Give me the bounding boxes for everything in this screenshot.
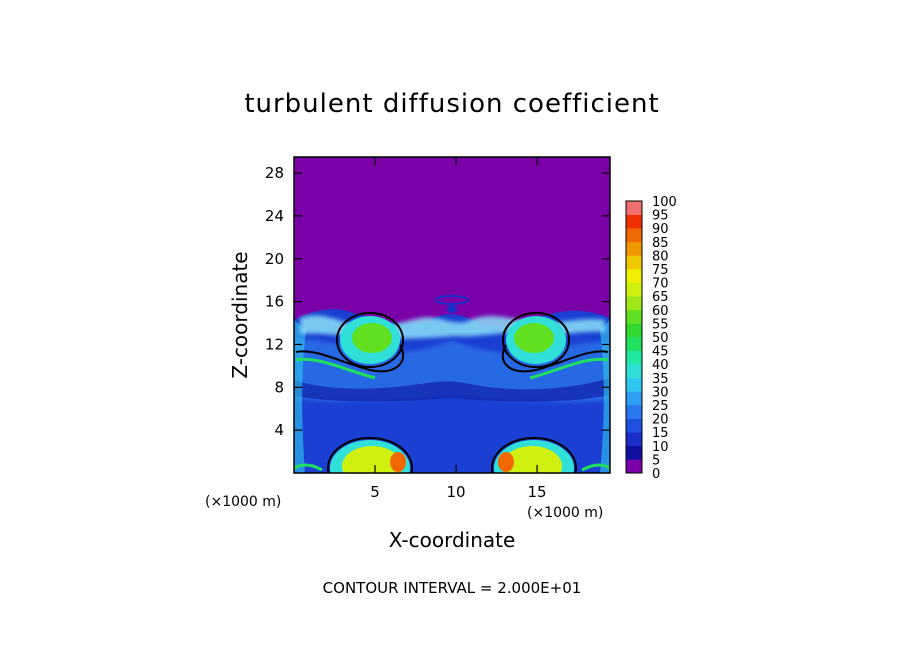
colorbar-swatch: [626, 255, 642, 270]
colorbar-frame: [625, 200, 643, 474]
colorbar-swatch: [626, 201, 642, 215]
lower-vortex-right-hot: [498, 452, 514, 472]
colorbar-swatch: [626, 323, 642, 338]
colorbar: 0510152025303540455055606570758085909510…: [625, 195, 677, 482]
colorbar-label: 50: [652, 331, 669, 346]
colorbar-swatch: [626, 241, 642, 256]
lower-vortex-left-contour: [327, 437, 413, 473]
y-tick-label: 16: [265, 293, 284, 311]
contour-left-arm: [295, 344, 405, 373]
colorbar-label: 100: [652, 195, 677, 210]
colorbar-swatch: [626, 445, 642, 460]
x-tick-label: 10: [447, 483, 466, 501]
vortex-left-contour: [336, 312, 404, 368]
colorbar-swatch: [626, 459, 642, 474]
y-tick-label: 12: [265, 335, 284, 353]
colorbar-label: 60: [652, 304, 669, 319]
colorbar-label: 65: [652, 290, 669, 305]
colorbar-label: 90: [652, 222, 669, 237]
colorbar-swatch: [626, 391, 642, 406]
y-axis-label: Z-coordinate: [228, 251, 252, 378]
x-axis: 5 10 15: [370, 157, 547, 501]
colorbar-swatch: [626, 432, 642, 447]
center-blip: [435, 295, 469, 305]
green-arm-left: [295, 357, 376, 380]
colorbar-label: 75: [652, 263, 669, 278]
colorbar-swatch: [626, 350, 642, 365]
plot-area: [294, 157, 610, 473]
y-axis: 4 8 12 16 20 24 28: [265, 164, 610, 439]
chart-title: turbulent diffusion coefficient: [244, 89, 659, 119]
lower-vortex-right-contour: [491, 437, 577, 473]
colorbar-label: 85: [652, 236, 669, 251]
colorbar-label: 15: [652, 426, 669, 441]
vortex-left-core: [352, 323, 392, 353]
colorbar-label: 45: [652, 345, 669, 360]
x-axis-label: X-coordinate: [389, 528, 516, 552]
y-tick-label: 8: [274, 378, 284, 396]
colorbar-label: 35: [652, 372, 669, 387]
colorbar-label: 20: [652, 413, 669, 428]
right-edge: [600, 320, 610, 473]
x-tick-label: 5: [370, 483, 380, 501]
lower-vortex-left-hot: [390, 452, 406, 472]
dark-band: [294, 378, 610, 402]
colorbar-swatch: [626, 418, 642, 433]
colorbar-label: 0: [652, 467, 660, 482]
colorbar-label: 95: [652, 209, 669, 224]
colorbar-swatch: [626, 309, 642, 324]
colorbar-label: 5: [652, 453, 660, 468]
colorbar-label: 10: [652, 440, 669, 455]
y-tick-label: 4: [274, 421, 284, 439]
x-unit-right: (×1000 m): [527, 505, 603, 521]
lower-vortex-left-core: [342, 446, 402, 473]
vortex-right-core: [514, 323, 554, 353]
colorbar-swatch: [626, 364, 642, 379]
plot-frame: [293, 156, 611, 474]
colorbar-label: 25: [652, 399, 669, 414]
colorbar-swatch: [626, 282, 642, 297]
colorbar-swatch: [626, 405, 642, 419]
floor-left: [294, 463, 323, 472]
colorbar-label: 40: [652, 358, 669, 373]
contour-interval-note: CONTOUR INTERVAL = 2.000E+01: [323, 579, 582, 597]
green-arm-right: [529, 357, 609, 380]
y-tick-label: 24: [265, 207, 284, 225]
colorbar-swatch: [626, 228, 642, 243]
colorbar-swatch: [626, 296, 642, 311]
x-unit-left: (×1000 m): [205, 494, 281, 510]
lower-vortex-right-core: [502, 446, 562, 473]
colorbar-swatch: [626, 214, 642, 229]
colorbar-label: 70: [652, 277, 669, 292]
y-tick-label: 20: [265, 250, 284, 268]
colorbar-label: 80: [652, 249, 669, 264]
colorbar-swatch: [626, 269, 642, 283]
colorbar-label: 30: [652, 385, 669, 400]
y-tick-label: 28: [265, 164, 284, 182]
contour-right-arm: [501, 344, 609, 373]
center-dot: [447, 305, 457, 313]
colorbar-swatch: [626, 337, 642, 351]
vortex-right-contour: [502, 312, 570, 368]
floor-right: [581, 463, 610, 472]
colorbar-label: 55: [652, 317, 669, 332]
colorbar-swatch: [626, 377, 642, 392]
x-tick-label: 15: [528, 483, 547, 501]
